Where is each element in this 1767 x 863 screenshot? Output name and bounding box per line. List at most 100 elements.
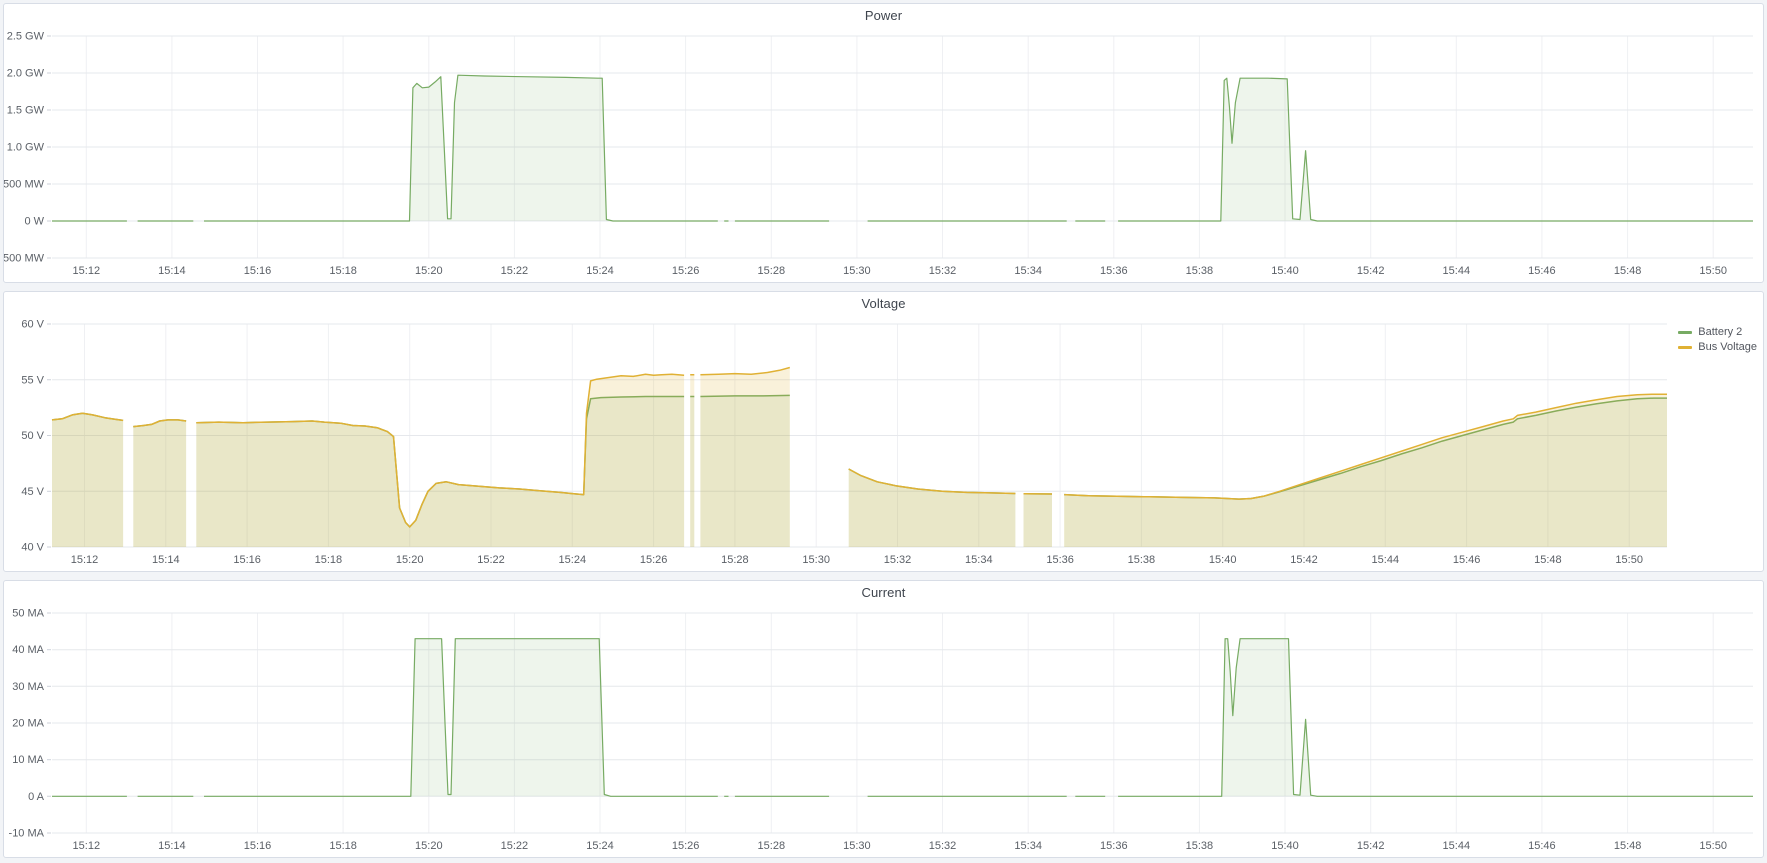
x-tick-label: 15:48 [1614, 265, 1642, 277]
legend-swatch-icon [1678, 345, 1693, 349]
x-tick-label: 15:42 [1357, 840, 1385, 852]
panel-title-current: Current [861, 584, 906, 600]
x-tick-label: 15:40 [1209, 554, 1237, 566]
y-tick-label: 1.5 GW [7, 105, 45, 117]
x-tick-label: 15:14 [152, 554, 180, 566]
x-tick-label: 15:44 [1443, 265, 1471, 277]
x-tick-label: 15:14 [158, 265, 186, 277]
panel-current: Current 15:12 15:14 15:16 15:18 15:20 15:22 15… [3, 580, 1764, 858]
series-line-power [52, 74, 1753, 222]
panel-title-voltage: Voltage [861, 295, 906, 311]
series-line-current [52, 638, 1753, 797]
x-tick-label: 15:20 [415, 265, 443, 277]
x-tick-label: 15:38 [1128, 554, 1156, 566]
x-tick-label: 15:32 [929, 265, 957, 277]
x-tick-label: 15:26 [672, 265, 700, 277]
x-tick-label: 15:24 [559, 554, 587, 566]
x-tick-label: 15:46 [1528, 840, 1556, 852]
y-tick-label: 20 MA [12, 718, 44, 730]
y-tick-label: 40 V [21, 542, 44, 554]
panel-header-current[interactable]: Current [4, 581, 1763, 603]
x-tick-label: 15:30 [843, 265, 871, 277]
x-tick-label: 15:50 [1615, 554, 1643, 566]
x-tick-label: 15:16 [233, 554, 261, 566]
x-tick-label: 15:40 [1271, 265, 1299, 277]
x-tick-label: 15:32 [884, 554, 912, 566]
x-tick-label: 15:16 [244, 265, 272, 277]
power-chart-plot[interactable]: 15:12 15:14 15:16 15:18 15:20 15:22 15:24 15:26… [4, 26, 1763, 282]
x-tick-label: 15:46 [1453, 554, 1481, 566]
x-tick-label: 15:22 [501, 840, 529, 852]
legend-item-bus-voltage[interactable]: Bus Voltage [1678, 341, 1757, 353]
x-tick-label: 15:28 [721, 554, 749, 566]
x-tick-label: 15:24 [586, 840, 614, 852]
x-tick-label: 15:36 [1100, 265, 1128, 277]
x-tick-label: 15:36 [1100, 840, 1128, 852]
x-tick-label: 15:30 [802, 554, 830, 566]
legend-label: Battery 2 [1698, 326, 1743, 338]
x-tick-label: 15:44 [1372, 554, 1400, 566]
x-tick-label: 15:14 [158, 840, 186, 852]
x-tick-label: 15:20 [415, 840, 443, 852]
x-tick-label: 15:26 [672, 840, 700, 852]
y-tick-label: 10 MA [12, 754, 44, 766]
x-tick-label: 15:32 [929, 840, 957, 852]
panel-header-voltage[interactable]: Voltage [4, 292, 1763, 314]
x-tick-label: 15:18 [329, 265, 357, 277]
x-tick-label: 15:18 [329, 840, 357, 852]
y-tick-label: 60 V [21, 319, 44, 331]
x-tick-label: 15:12 [73, 840, 101, 852]
x-tick-label: 15:50 [1699, 840, 1727, 852]
y-tick-label: 45 V [21, 486, 44, 498]
series-line-bus-voltage [51, 366, 1667, 528]
x-tick-label: 15:26 [640, 554, 668, 566]
y-tick-label: -10 MA [9, 828, 45, 840]
x-tick-label: 15:48 [1534, 554, 1562, 566]
y-tick-label: 55 V [21, 374, 44, 386]
x-tick-label: 15:40 [1271, 840, 1299, 852]
y-tick-label: 50 MA [12, 608, 44, 620]
y-tick-label: 50 V [21, 430, 44, 442]
panel-header-power[interactable]: Power [4, 4, 1763, 26]
legend-label: Bus Voltage [1698, 341, 1757, 353]
y-tick-label: 2.5 GW [7, 31, 45, 43]
series-area-bus-voltage [52, 367, 1667, 547]
x-tick-label: 15:38 [1186, 840, 1214, 852]
x-tick-label: 15:38 [1186, 265, 1214, 277]
x-tick-label: 15:22 [477, 554, 505, 566]
y-tick-label: 2.0 GW [7, 68, 45, 80]
y-tick-label: 0 W [24, 216, 44, 228]
chart-svg: 15:12 15:14 15:16 15:18 15:20 15:22 15:24 15:26… [4, 31, 1753, 277]
x-tick-label: 15:50 [1699, 265, 1727, 277]
panel-voltage: Voltage 15:12 15:14 15:16 15:18 15:20 15:22 15… [3, 291, 1764, 572]
y-tick-label: -500 MW [4, 253, 45, 265]
y-tick-label: 40 MA [12, 644, 44, 656]
legend-swatch-icon [1678, 330, 1693, 334]
x-tick-label: 15:44 [1443, 840, 1471, 852]
panel-power: Power 15:12 15:14 15:16 15:18 15:20 15:22 15:2… [3, 3, 1764, 283]
chart-svg: 15:12 15:14 15:16 15:18 15:20 15:22 15:24 15:26… [9, 608, 1753, 852]
series-area-battery-2 [52, 395, 1667, 547]
chart-svg: 15:12 15:14 15:16 15:18 15:20 15:22 15:24 15:26… [21, 319, 1667, 566]
x-tick-label: 15:46 [1528, 265, 1556, 277]
x-tick-label: 15:42 [1357, 265, 1385, 277]
legend-item-battery-2[interactable]: Battery 2 [1678, 326, 1757, 338]
series-area-current [52, 638, 1753, 797]
voltage-chart-plot[interactable]: 15:12 15:14 15:16 15:18 15:20 15:22 15:24 15:26… [4, 314, 1763, 571]
y-tick-label: 0 A [28, 791, 45, 803]
x-tick-label: 15:34 [1014, 840, 1042, 852]
current-chart-plot[interactable]: 15:12 15:14 15:16 15:18 15:20 15:22 15:24 15:26… [4, 603, 1763, 857]
y-tick-label: 500 MW [4, 179, 45, 191]
panel-title-power: Power [864, 7, 903, 23]
legend: Battery 2 Bus Voltage [1678, 326, 1757, 353]
y-tick-label: 1.0 GW [7, 142, 45, 154]
x-tick-label: 15:34 [1014, 265, 1042, 277]
x-tick-label: 15:24 [586, 265, 614, 277]
y-tick-label: 30 MA [12, 681, 44, 693]
x-tick-label: 15:16 [244, 840, 272, 852]
x-tick-label: 15:42 [1290, 554, 1318, 566]
x-tick-label: 15:30 [843, 840, 871, 852]
x-tick-label: 15:12 [73, 265, 101, 277]
x-tick-label: 15:20 [396, 554, 424, 566]
x-tick-label: 15:28 [758, 265, 786, 277]
